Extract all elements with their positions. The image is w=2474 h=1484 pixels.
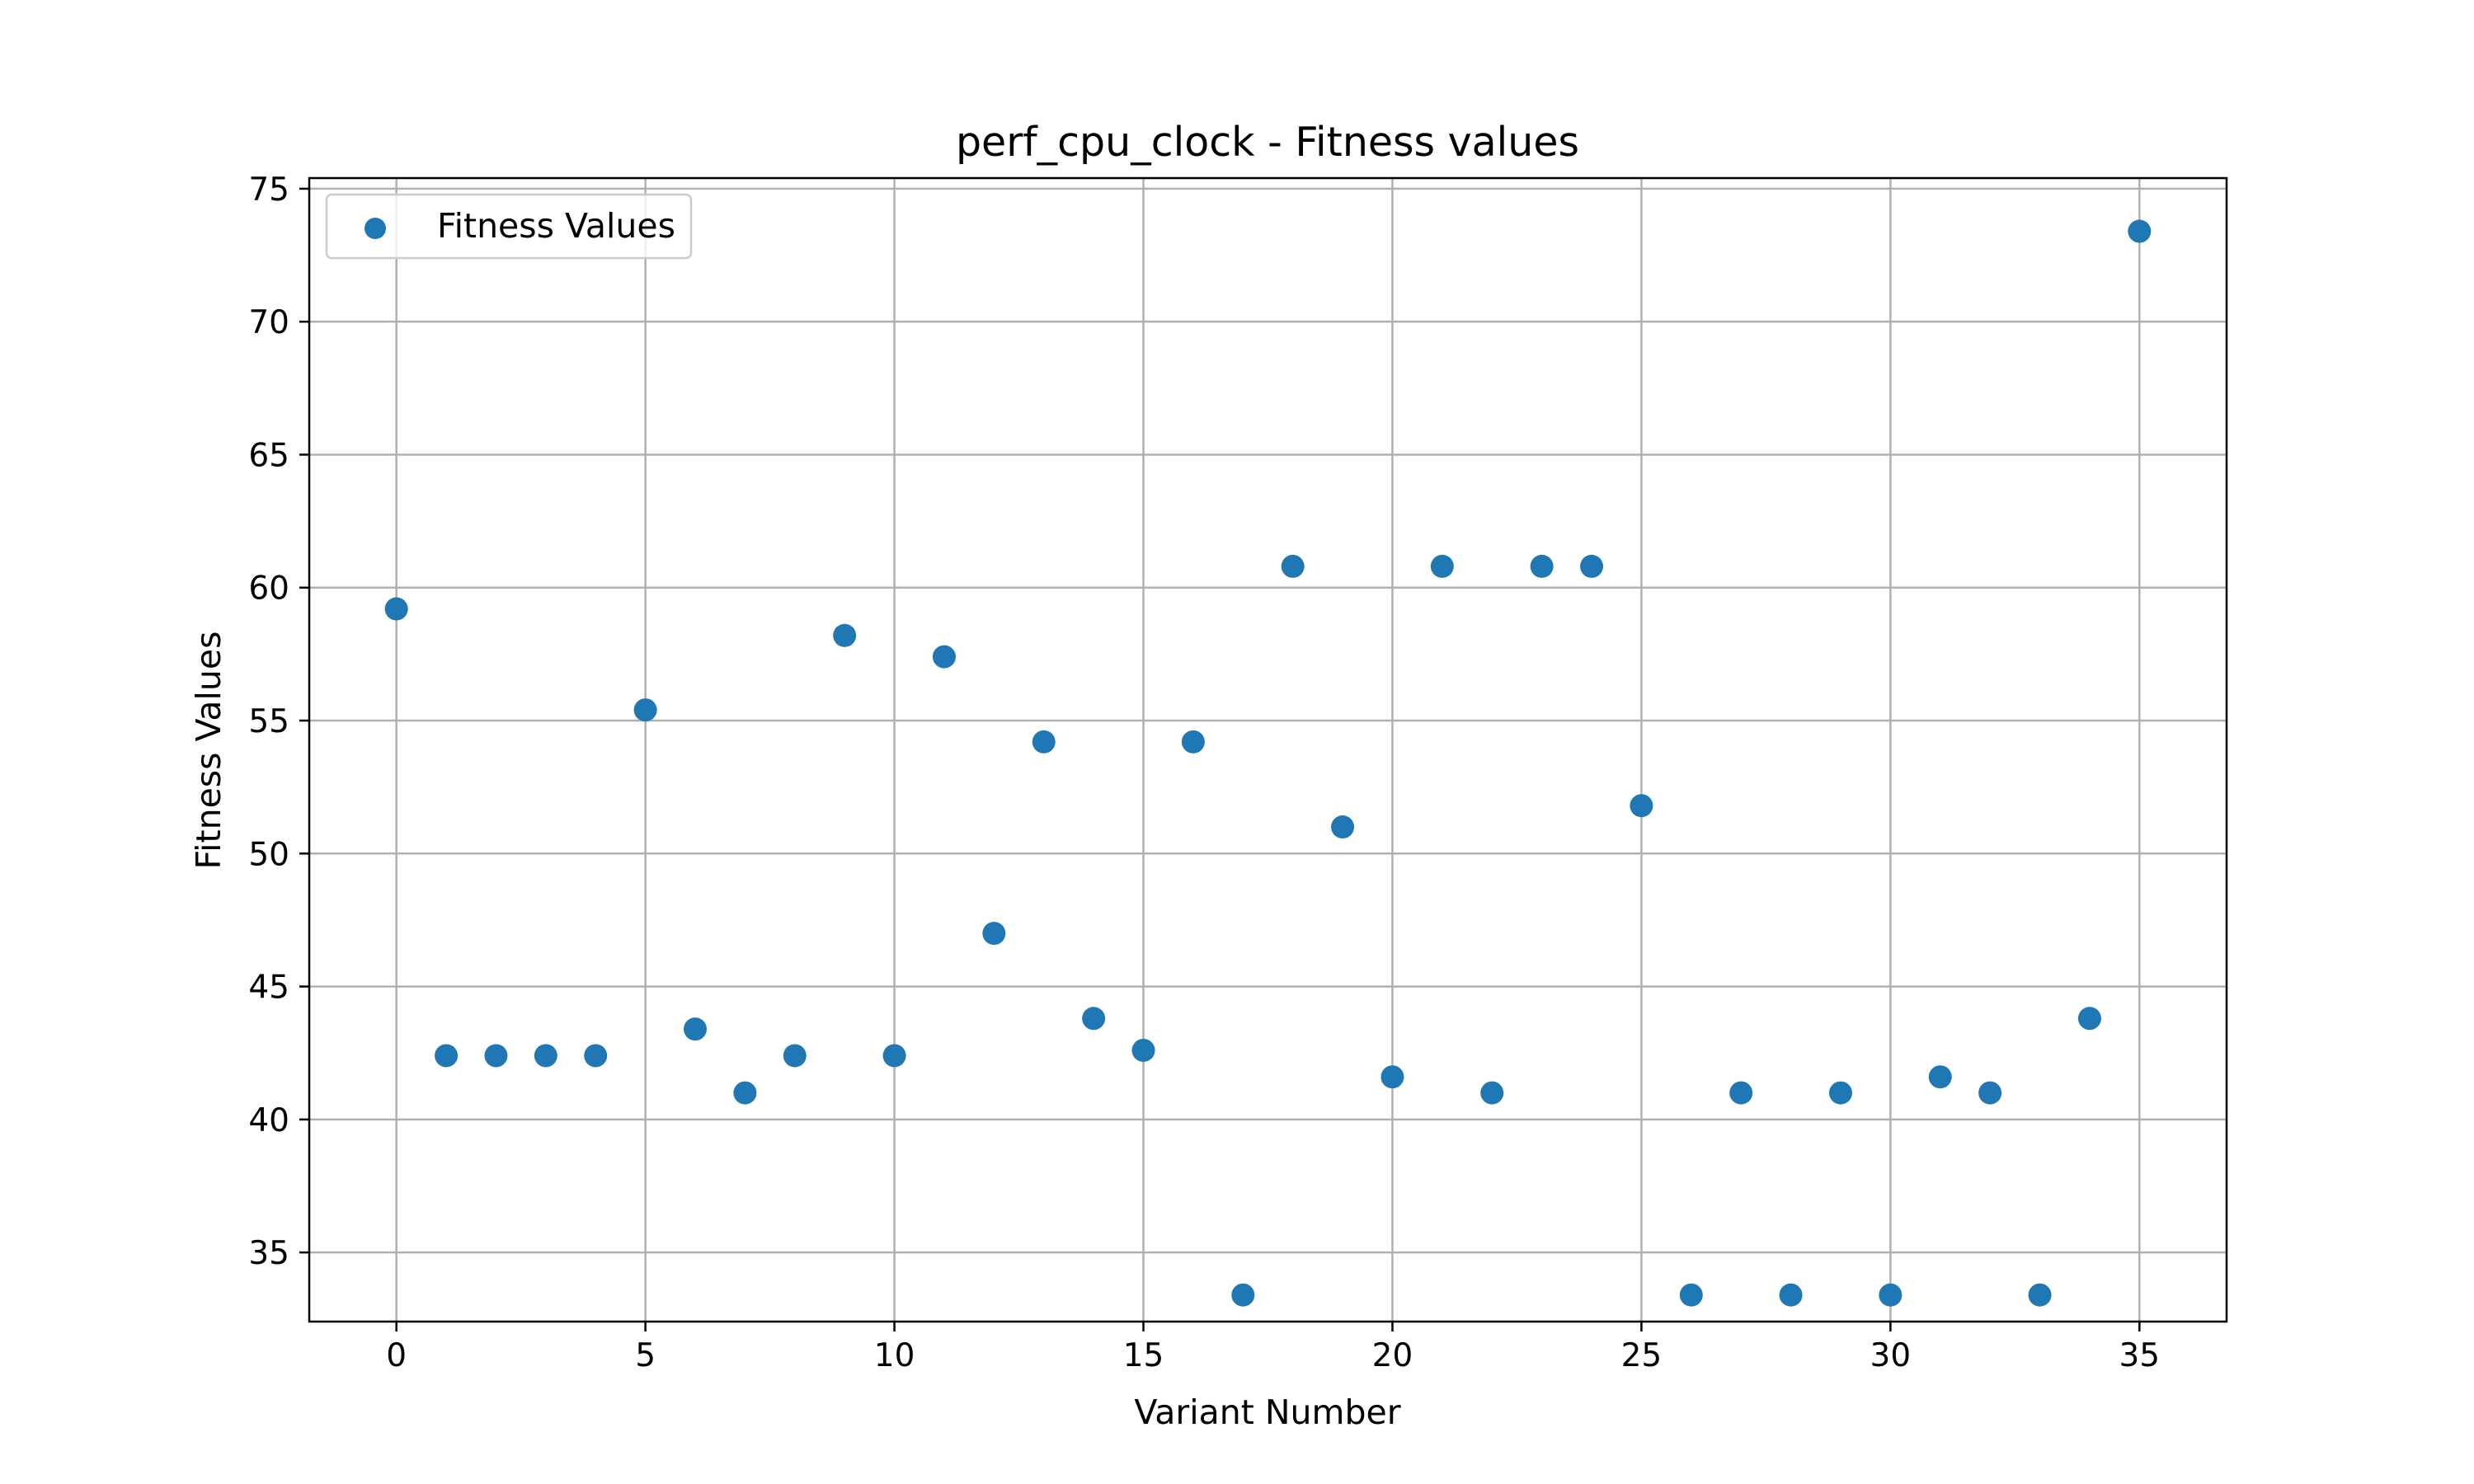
x-tick-label: 25 [1621, 1337, 1663, 1374]
data-point [2028, 1283, 2052, 1307]
legend-marker [365, 218, 386, 239]
chart-title: perf_cpu_clock - Fitness values [956, 119, 1579, 166]
data-point [435, 1044, 459, 1068]
y-tick-label: 55 [248, 703, 289, 740]
data-point [733, 1081, 757, 1105]
axis-ticks: 0 5 10 15 20 25 30 35 35 40 45 50 55 60 65 70 75 [248, 171, 2160, 1374]
y-tick-label: 50 [248, 836, 289, 873]
data-point [2128, 219, 2152, 243]
data-point [1530, 554, 1554, 578]
y-tick-label: 45 [248, 970, 289, 1007]
x-tick-label: 35 [2119, 1337, 2160, 1374]
data-point [1331, 815, 1355, 839]
data-points [384, 219, 2152, 1307]
data-point [584, 1044, 608, 1068]
data-point [1032, 730, 1056, 754]
data-point [1679, 1283, 1703, 1307]
data-point [534, 1044, 557, 1068]
data-point [384, 597, 408, 621]
x-tick-label: 0 [386, 1337, 407, 1374]
x-tick-label: 30 [1870, 1337, 1912, 1374]
y-tick-label: 65 [248, 437, 289, 474]
data-point [2077, 1007, 2101, 1031]
x-tick-label: 10 [874, 1337, 915, 1374]
data-point [1779, 1283, 1803, 1307]
data-point [1580, 554, 1604, 578]
x-tick-label: 5 [635, 1337, 656, 1374]
x-axis-title: Variant Number [1134, 1392, 1400, 1432]
x-tick-label: 15 [1123, 1337, 1164, 1374]
data-point [1430, 554, 1454, 578]
y-axis-title: Fitness Values [189, 632, 228, 870]
data-point [1828, 1081, 1852, 1105]
legend: Fitness Values [325, 193, 693, 260]
data-point [1380, 1065, 1404, 1089]
data-point [1181, 730, 1205, 754]
data-point [1978, 1081, 2002, 1105]
y-tick-label: 35 [248, 1235, 289, 1272]
grid-lines [309, 178, 2227, 1322]
x-tick-label: 20 [1372, 1337, 1413, 1374]
data-point [484, 1044, 508, 1068]
y-tick-label: 40 [248, 1102, 289, 1139]
data-point [1729, 1081, 1753, 1105]
data-point [1082, 1007, 1106, 1031]
data-point [882, 1044, 906, 1068]
data-point [1928, 1065, 1952, 1089]
legend-label: Fitness Values [437, 206, 675, 246]
data-point [783, 1044, 807, 1068]
data-point [1480, 1081, 1504, 1105]
data-point [833, 623, 857, 647]
y-tick-label: 70 [248, 304, 289, 341]
plot-frame [308, 176, 2228, 1323]
data-point [1231, 1283, 1255, 1307]
data-point [982, 922, 1006, 946]
data-point [1281, 554, 1305, 578]
data-point [1630, 794, 1653, 818]
y-tick-label: 60 [248, 571, 289, 608]
data-point [633, 698, 657, 722]
data-point [1879, 1283, 1903, 1307]
data-point [1131, 1038, 1155, 1062]
data-point [684, 1017, 708, 1041]
data-point [932, 645, 956, 669]
y-tick-label: 75 [248, 171, 289, 209]
legend-box [325, 193, 693, 260]
